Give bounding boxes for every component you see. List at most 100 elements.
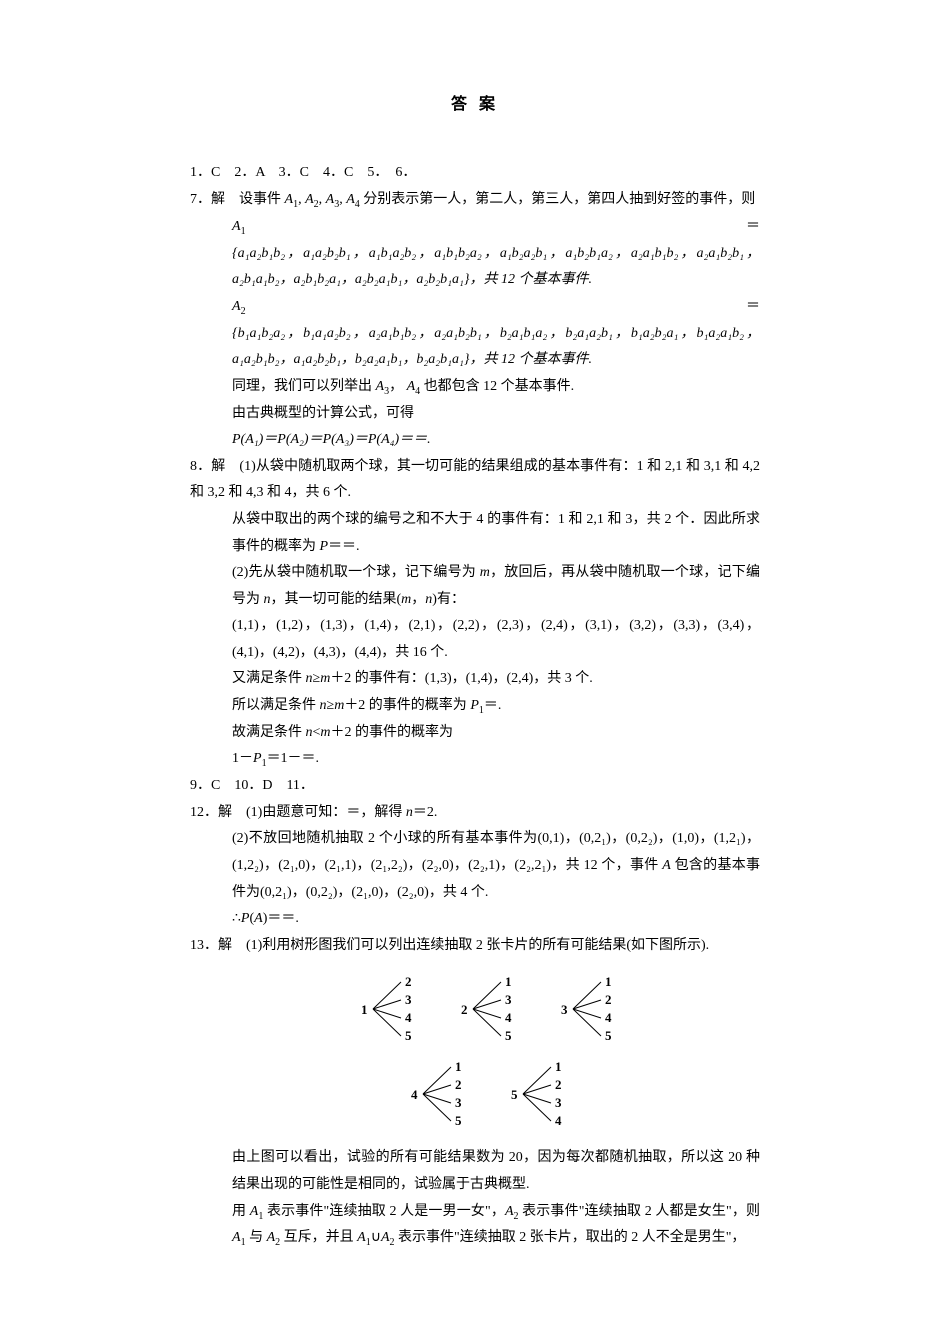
svg-text:1: 1 <box>505 974 512 989</box>
n: n <box>320 698 327 713</box>
text: 也都包含 12 个基本事件. <box>424 379 575 394</box>
t: 所以满足条件 <box>232 698 320 713</box>
q8-p8: 1－P1＝1－＝. <box>190 746 760 773</box>
svg-text:2: 2 <box>605 992 612 1007</box>
text: ＝＝. <box>328 539 360 554</box>
t: ∴ <box>232 911 241 926</box>
text: 从袋中取出的两个球的编号之和不大于 4 的事件有：1 和 2,1 和 3，共 2… <box>232 512 760 554</box>
q7-set1: {a₁a₂b₁b₂，a₁a₂b₂b₁，a₁b₁a₂b₂，a₁b₁b₂a₂，a₁b… <box>190 241 760 294</box>
svg-text:2: 2 <box>455 1077 462 1092</box>
q7-same: 同理，我们可以列举出 A3， A4 也都包含 12 个基本事件. <box>190 374 760 401</box>
s: 3 <box>334 199 339 210</box>
A1: A <box>357 1230 366 1245</box>
A: A <box>662 858 671 873</box>
svg-text:5: 5 <box>511 1087 518 1102</box>
t: 表示事件"连续抽取 2 张卡片，取出的 2 人不全是男生"， <box>395 1230 746 1245</box>
t: ＋2 的事件有：(1,3)，(1,4)，(2,4)，共 3 个. <box>330 671 592 686</box>
q7-a1eq: A1 ＝ <box>190 214 760 241</box>
t: 用 <box>232 1204 250 1219</box>
t: ＋2 的事件的概率为 <box>344 698 470 713</box>
svg-text:4: 4 <box>411 1087 418 1102</box>
eq: ＝ <box>491 299 760 314</box>
A2: A <box>505 1204 514 1219</box>
svg-text:4: 4 <box>605 1010 612 1025</box>
svg-text:2: 2 <box>461 1002 468 1017</box>
svg-text:4: 4 <box>555 1113 562 1128</box>
page-title: 答 案 <box>190 90 760 120</box>
eq: ＝ <box>491 219 760 234</box>
t: 12．解 (1)由题意可知：＝，解得 <box>190 805 406 820</box>
t: (2)先从袋中随机取一个球，记下编号为 <box>232 565 480 580</box>
s: 1 <box>241 226 246 237</box>
svg-text:1: 1 <box>455 1059 462 1074</box>
t: 又满足条件 <box>232 671 306 686</box>
m: m <box>320 671 330 686</box>
svg-text:1: 1 <box>605 974 612 989</box>
A1: A <box>232 1230 241 1245</box>
q12-p1: 12．解 (1)由题意可知：＝，解得 n＝2. <box>190 800 760 827</box>
set: {a₁a₂b₁b₂，a₁a₂b₂b₁，a₁b₁a₂b₂，a₁b₁b₂a₂，a₁b… <box>232 246 760 288</box>
A2: A <box>267 1230 276 1245</box>
set: {b₁a₁b₂a₂，b₁a₁a₂b₂，a₂a₁b₁b₂，a₂a₁b₂b₁，b₂a… <box>232 326 760 368</box>
q13-p2: 由上图可以看出，试验的所有可能结果数为 20，因为每次都随机抽取，所以这 20 … <box>190 1145 760 1198</box>
a4: A <box>407 379 416 394</box>
A2: A <box>381 1230 390 1245</box>
svg-text:3: 3 <box>505 992 512 1007</box>
t: ＝2. <box>413 805 438 820</box>
tree-diagram: 123452134531245 4123551234 <box>325 969 625 1139</box>
q12-p2: (2)不放回地随机抽取 2 个小球的所有基本事件为(0,1)，(0,2₁)，(0… <box>190 826 760 906</box>
text: 分别表示第一人，第二人，第三人，第四人抽到好签的事件，则 <box>363 192 755 207</box>
q7-set2: {b₁a₁b₂a₂，b₁a₁a₂b₂，a₂a₁b₁b₂，a₂a₁b₂b₁，b₂a… <box>190 321 760 374</box>
s: 2 <box>241 306 246 317</box>
a2: A <box>232 299 241 314</box>
t: 1－ <box>232 751 253 766</box>
s: 4 <box>355 199 360 210</box>
svg-text:2: 2 <box>555 1077 562 1092</box>
short-answers: 1．C 2．A 3．C 4．C 5． 6． <box>190 160 760 187</box>
q8-p3: (2)先从袋中随机取一个球，记下编号为 m，放回后，再从袋中随机取一个球，记下编… <box>190 560 760 613</box>
q7-lead: 7．解 设事件 A1, A2, A3, A4 分别表示第一人，第二人，第三人，第… <box>190 187 760 214</box>
q8-p7: 故满足条件 n<m＋2 的事件的概率为 <box>190 720 760 747</box>
p: P <box>320 539 329 554</box>
n: n <box>264 592 271 607</box>
p1: P <box>253 751 262 766</box>
s: 4 <box>415 386 420 397</box>
t: ＝. <box>484 698 502 713</box>
a3: A <box>376 379 385 394</box>
t: 表示事件"连续抽取 2 人都是女生"，则 <box>519 1204 760 1219</box>
t: 表示事件"连续抽取 2 人是一男一女"， <box>263 1204 505 1219</box>
n: n <box>306 671 313 686</box>
s: 3 <box>384 386 389 397</box>
q8-p1: 8．解 (1)从袋中随机取两个球，其一切可能的结果组成的基本事件有：1 和 2,… <box>190 454 760 507</box>
a4: A <box>346 192 355 207</box>
t: ＝1－＝. <box>267 751 320 766</box>
svg-text:3: 3 <box>455 1095 462 1110</box>
A: A <box>254 911 263 926</box>
t: 互斥，并且 <box>280 1230 357 1245</box>
a2: A <box>305 192 314 207</box>
text: P(A₁)＝P(A₂)＝P(A₃)＝P(A₄)＝＝. <box>232 432 431 447</box>
text: 7．解 设事件 <box>190 192 281 207</box>
q7-a2eq: A2 ＝ <box>190 294 760 321</box>
t: ＋2 的事件的概率为 <box>331 725 454 740</box>
svg-text:3: 3 <box>405 992 412 1007</box>
t: )＝＝. <box>263 911 299 926</box>
svg-text:4: 4 <box>405 1010 412 1025</box>
svg-text:1: 1 <box>555 1059 562 1074</box>
a1: A <box>232 219 241 234</box>
a1: A <box>285 192 294 207</box>
t: ∪ <box>371 1230 381 1245</box>
t: 与 <box>246 1230 267 1245</box>
t: ，其一切可能的结果( <box>271 592 402 607</box>
q7-prob: P(A₁)＝P(A₂)＝P(A₃)＝P(A₄)＝＝. <box>190 427 760 454</box>
s: 2 <box>314 199 319 210</box>
svg-text:3: 3 <box>555 1095 562 1110</box>
q8-p6: 所以满足条件 n≥m＋2 的事件的概率为 P1＝. <box>190 693 760 720</box>
svg-text:2: 2 <box>405 974 412 989</box>
q8-p4: (1,1)，(1,2)，(1,3)，(1,4)，(2,1)，(2,2)，(2,3… <box>190 613 760 666</box>
t: )有： <box>432 592 465 607</box>
svg-text:5: 5 <box>505 1028 512 1043</box>
svg-text:1: 1 <box>361 1002 368 1017</box>
q8-p5: 又满足条件 n≥m＋2 的事件有：(1,3)，(1,4)，(2,4)，共 3 个… <box>190 666 760 693</box>
svg-text:5: 5 <box>605 1028 612 1043</box>
